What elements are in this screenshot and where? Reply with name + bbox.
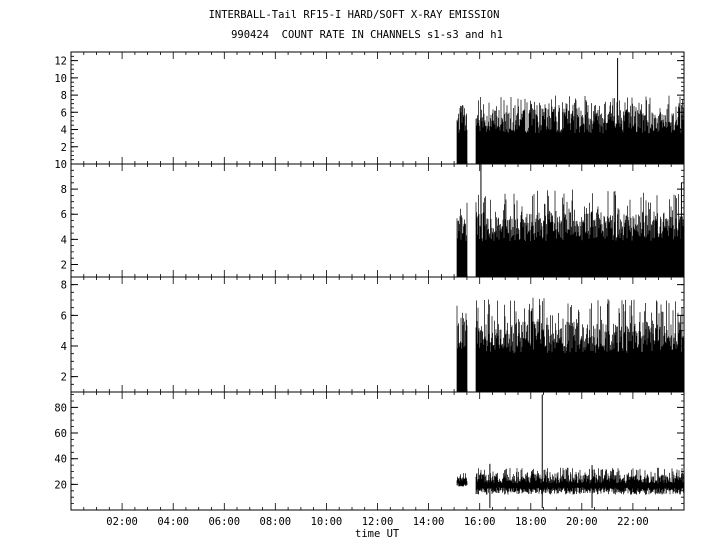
panel-2-y-tick-label-10: 10 — [54, 159, 67, 171]
panel-4-y-tick-label-20: 20 — [54, 479, 67, 491]
x-tick-label-0200: 02:00 — [106, 516, 138, 528]
panel-4-y-tick-label-40: 40 — [54, 454, 67, 466]
x-tick-label-2000: 20:00 — [566, 516, 598, 528]
panel-1-data-segment-2 — [475, 95, 685, 164]
panel-2-data-segment-1 — [456, 202, 468, 277]
panel-2-y-tick-label-8: 8 — [61, 184, 67, 196]
panel-3-y-tick-label-8: 8 — [61, 280, 67, 292]
panel-2-y-tick-label-4: 4 — [61, 234, 67, 246]
panel-3-y-tick-label-2: 2 — [61, 372, 67, 384]
panel-4-y-tick-label-60: 60 — [54, 428, 67, 440]
panel-1-y-tick-label-2: 2 — [61, 142, 67, 154]
panel-4-x-ticks — [83, 392, 672, 510]
chart-subtitle: 990424 COUNT RATE IN CHANNELS s1-s3 and … — [231, 29, 503, 41]
panel-4-data-segment-1 — [456, 473, 468, 487]
x-tick-label-1200: 12:00 — [362, 516, 394, 528]
x-tick-label-0800: 08:00 — [260, 516, 292, 528]
panel-2-x-ticks — [83, 164, 672, 277]
panel-1-x-ticks — [83, 52, 672, 164]
panel-2-y-tick-label-6: 6 — [61, 209, 67, 221]
panel-1-data-segment-1 — [456, 105, 468, 164]
x-tick-label-1400: 14:00 — [413, 516, 445, 528]
x-axis-label: time UT — [355, 528, 400, 540]
panel-4-y-tick-label-80: 80 — [54, 402, 67, 414]
panel-1-y-tick-label-6: 6 — [61, 107, 67, 119]
x-tick-label-1000: 10:00 — [311, 516, 343, 528]
panel-1-y-tick-label-12: 12 — [54, 56, 67, 68]
panel-3-y-tick-label-4: 4 — [61, 341, 67, 353]
x-tick-label-0400: 04:00 — [157, 516, 189, 528]
panel-1-y-tick-label-10: 10 — [54, 73, 67, 85]
panel-3-y-tick-label-6: 6 — [61, 310, 67, 322]
x-tick-label-1600: 16:00 — [464, 516, 496, 528]
panel-2-data-segment-2 — [475, 189, 685, 277]
x-tick-label-0600: 06:00 — [208, 516, 240, 528]
panel-3-data-segment-2 — [475, 297, 685, 392]
panel-3-data-segment-1 — [456, 305, 468, 392]
x-tick-label-1800: 18:00 — [515, 516, 547, 528]
panel-1-y-tick-label-8: 8 — [61, 90, 67, 102]
chart-title: INTERBALL-Tail RF15-I HARD/SOFT X-RAY EM… — [208, 9, 500, 21]
panel-2-y-tick-label-2: 2 — [61, 259, 67, 271]
x-tick-label-2200: 22:00 — [617, 516, 649, 528]
panel-4-data-segment-2 — [475, 467, 685, 495]
panel-1-y-tick-label-4: 4 — [61, 125, 67, 137]
panel-3-x-ticks — [83, 277, 672, 392]
